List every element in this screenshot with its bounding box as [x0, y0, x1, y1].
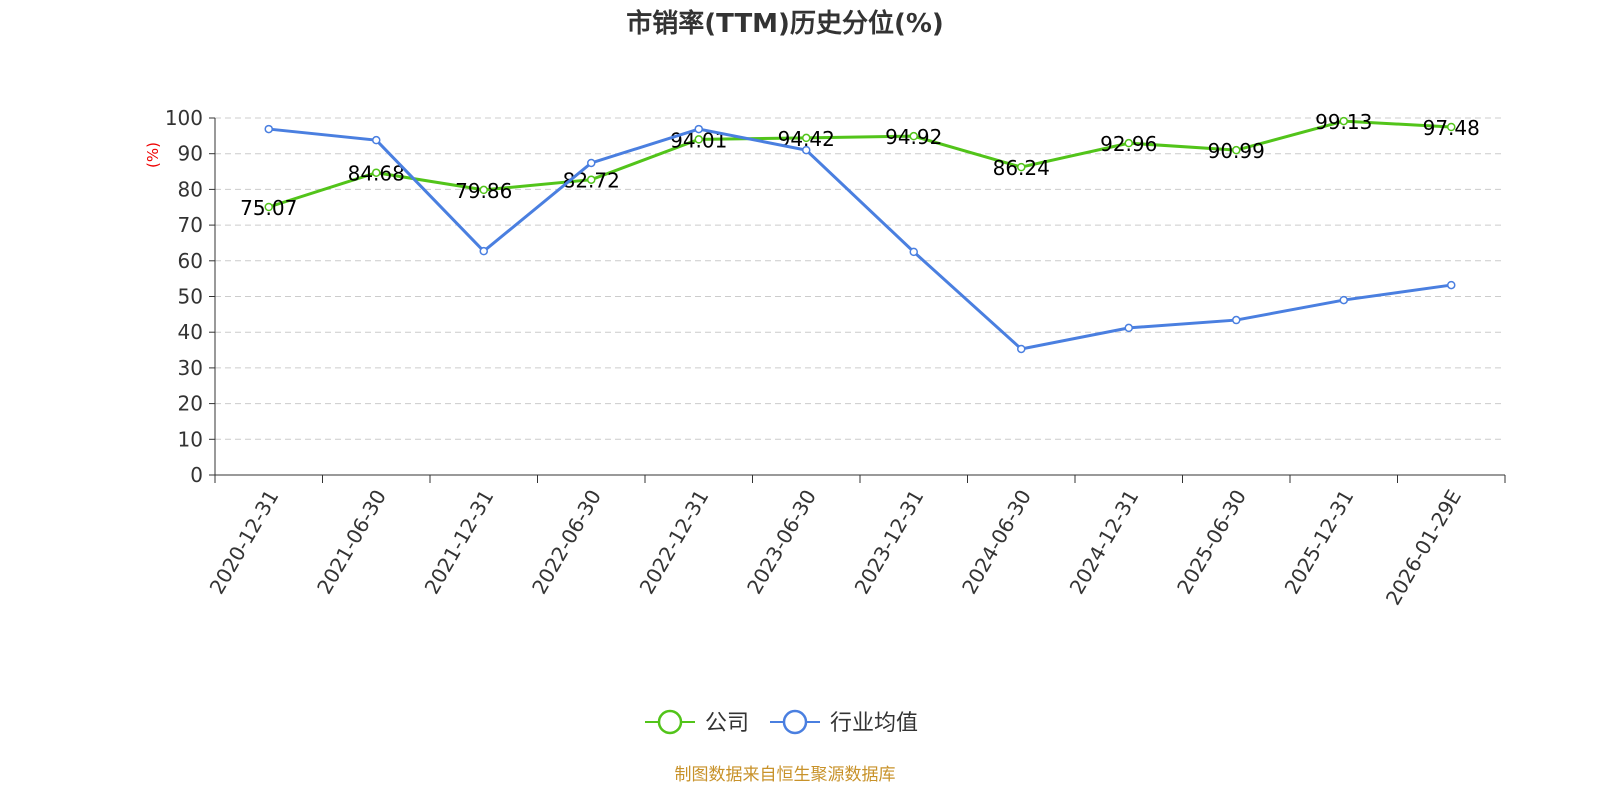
- data-label: 94.92: [885, 125, 942, 149]
- data-point: [1339, 295, 1348, 305]
- data-point: [1232, 315, 1241, 325]
- y-tick-label: 50: [178, 285, 203, 309]
- source-note: 制图数据来自恒生聚源数据库: [675, 765, 896, 785]
- legend-label: 公司: [705, 711, 749, 736]
- x-tick-label: 2026-01-29E: [1381, 486, 1466, 610]
- data-label: 75.07: [240, 196, 297, 220]
- data-point: [1017, 162, 1026, 172]
- data-point: [909, 131, 918, 141]
- x-tick-label: 2021-12-31: [420, 486, 499, 599]
- y-tick-label: 60: [178, 249, 203, 273]
- data-label: 86.24: [993, 156, 1050, 180]
- data-point: [1124, 323, 1133, 333]
- y-tick-label: 10: [178, 427, 203, 451]
- data-point: [372, 135, 381, 145]
- data-point: [479, 246, 488, 256]
- data-point: [264, 124, 273, 134]
- data-point: [264, 202, 273, 212]
- x-tick-label: 2023-12-31: [850, 486, 929, 599]
- data-label: 79.86: [455, 179, 512, 203]
- data-label: 92.96: [1100, 132, 1157, 156]
- x-tick-label: 2025-06-30: [1172, 486, 1251, 599]
- x-tick-label: 2024-12-31: [1065, 486, 1144, 599]
- data-point: [802, 133, 811, 143]
- data-point: [694, 124, 703, 134]
- data-point: [694, 135, 703, 144]
- x-tick-label: 2020-12-31: [205, 486, 284, 599]
- y-tick-label: 20: [178, 392, 203, 416]
- data-label: 84.68: [348, 162, 405, 186]
- data-point: [1232, 145, 1241, 155]
- y-tick-label: 100: [165, 106, 203, 130]
- series-line-company: [268, 119, 1452, 209]
- legend-circle-icon: [657, 709, 683, 735]
- data-point: [802, 145, 811, 155]
- y-tick-label: 0: [190, 463, 203, 487]
- legend-item-industry-average[interactable]: 行业均值: [770, 709, 918, 736]
- data-point: [1339, 116, 1348, 126]
- data-point: [372, 168, 381, 177]
- series-line-industry-average: [268, 127, 1452, 351]
- data-point: [1447, 280, 1456, 290]
- x-tick-label: 2022-06-30: [527, 486, 606, 599]
- x-tick-label: 2024-06-30: [957, 486, 1036, 599]
- data-point: [1017, 344, 1026, 354]
- data-label: 97.48: [1423, 116, 1480, 140]
- data-point: [1124, 138, 1133, 148]
- y-tick-label: 40: [178, 320, 203, 344]
- x-tick-label: 2022-12-31: [635, 486, 714, 599]
- y-tick-label: 70: [178, 213, 203, 237]
- y-axis-label: (%): [144, 142, 162, 168]
- chart-title: 市销率(TTM)历史分位(%): [626, 8, 944, 39]
- data-label: 90.99: [1208, 139, 1265, 163]
- legend-item-company[interactable]: 公司: [645, 709, 749, 736]
- x-tick-label: 2023-06-30: [742, 486, 821, 599]
- data-point: [587, 158, 596, 168]
- legend-label: 行业均值: [830, 711, 918, 736]
- y-tick-label: 30: [178, 356, 203, 380]
- data-point: [479, 185, 488, 195]
- y-tick-label: 80: [178, 177, 203, 201]
- data-point: [909, 247, 918, 257]
- legend-circle-icon: [782, 709, 808, 735]
- x-tick-label: 2025-12-31: [1280, 486, 1359, 599]
- data-label: 82.72: [563, 169, 620, 193]
- x-tick-label: 2021-06-30: [312, 486, 391, 599]
- y-tick-label: 90: [178, 142, 203, 166]
- data-label: 99.13: [1315, 110, 1372, 134]
- data-point: [1447, 122, 1456, 132]
- data-point: [587, 175, 596, 184]
